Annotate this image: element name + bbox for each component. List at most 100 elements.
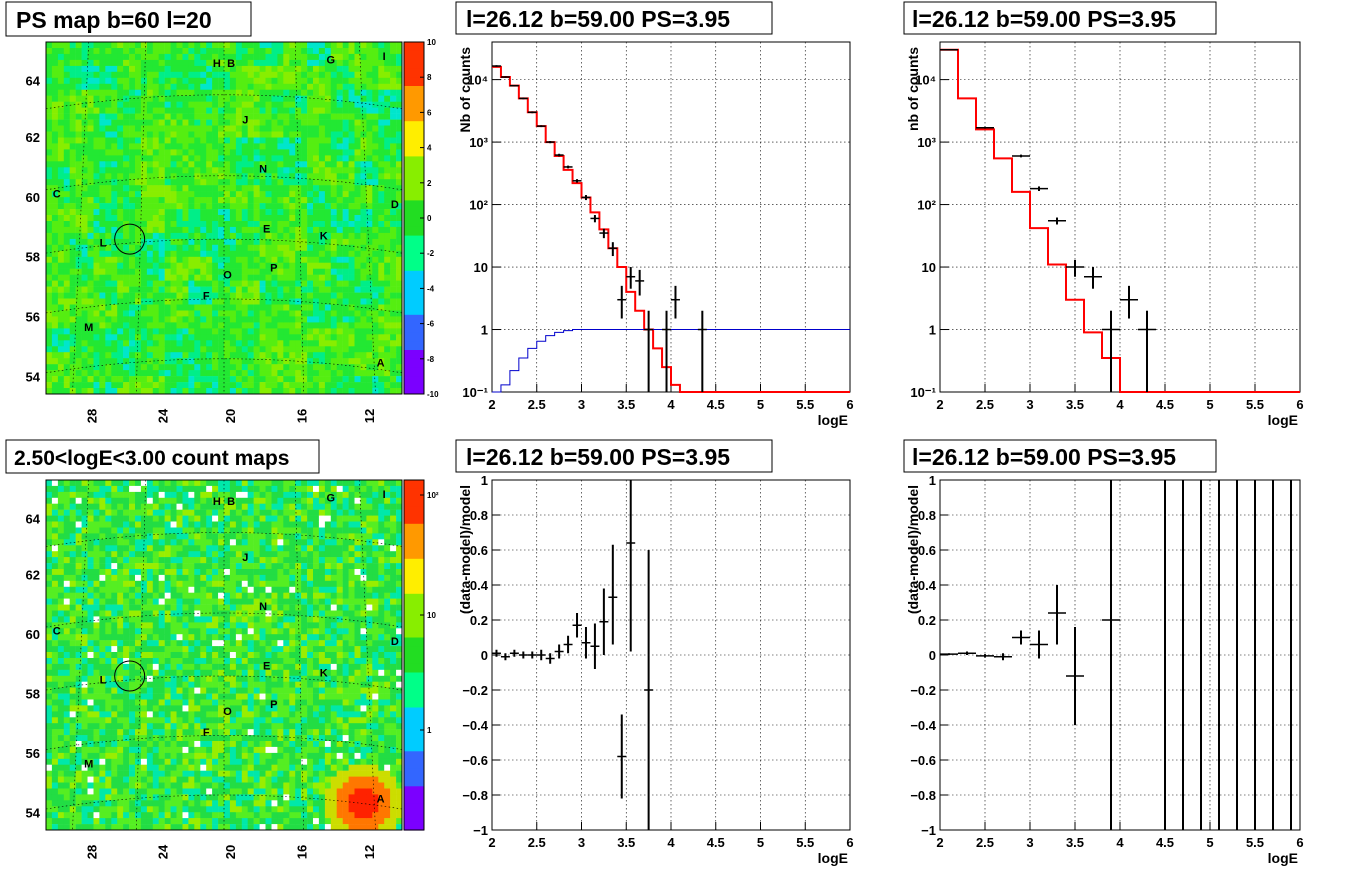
map-pixel <box>354 53 361 61</box>
map-pixel <box>330 203 338 210</box>
map-pixel <box>265 131 272 138</box>
map-pixel <box>218 226 225 234</box>
map-pixel <box>111 322 118 329</box>
map-pixel <box>366 167 373 174</box>
map-pixel <box>324 382 332 389</box>
map-pixel <box>111 509 118 516</box>
map-pixel <box>63 388 71 395</box>
map-pixel <box>182 197 189 204</box>
map-pixel <box>164 358 171 365</box>
map-pixel <box>194 268 201 275</box>
map-pixel <box>390 131 397 138</box>
map-pixel <box>164 346 171 353</box>
map-pixel <box>158 101 165 108</box>
map-pixel <box>46 723 53 730</box>
map-pixel <box>69 616 76 623</box>
map-pixel <box>164 370 171 377</box>
map-pixel <box>342 352 349 359</box>
map-pixel <box>87 604 94 611</box>
map-pixel <box>396 274 403 281</box>
map-pixel <box>75 491 82 499</box>
map-pixel <box>360 185 367 192</box>
map-pixel <box>164 818 171 825</box>
map-pixel <box>57 794 65 801</box>
map-pixel <box>336 161 343 168</box>
map-pixel <box>158 604 165 611</box>
map-pixel <box>212 83 219 91</box>
map-pixel <box>164 155 171 162</box>
map-pixel <box>105 256 112 264</box>
map-pixel <box>396 155 403 162</box>
map-pixel <box>289 268 296 275</box>
map-pixel <box>81 527 88 534</box>
map-pixel <box>247 286 254 293</box>
map-pixel <box>271 77 278 85</box>
map-pixel <box>46 376 53 383</box>
map-pixel <box>324 238 332 246</box>
map-pixel <box>164 770 171 777</box>
map-pixel <box>57 503 65 510</box>
map-pixel <box>105 370 112 377</box>
map-pixel <box>111 812 118 819</box>
map-pixel <box>295 232 302 240</box>
map-pixel <box>372 382 379 389</box>
map-pixel <box>87 364 94 371</box>
map-pixel <box>360 382 367 389</box>
map-pixel <box>384 59 391 67</box>
map-pixel <box>87 382 94 389</box>
map-pixel <box>129 610 136 617</box>
map-pixel <box>194 262 201 269</box>
map-pixel <box>265 286 272 293</box>
map-pixel <box>51 131 59 138</box>
map-pixel <box>69 622 76 629</box>
map-pixel <box>140 370 148 377</box>
map-pixel <box>229 77 237 85</box>
map-pixel <box>51 209 59 216</box>
map-pixel <box>396 221 403 228</box>
map-pixel <box>51 598 59 605</box>
map-pixel <box>348 173 355 180</box>
map-pixel <box>170 604 177 611</box>
map-pixel <box>87 149 94 156</box>
map-pixel <box>87 729 94 736</box>
map-pixel <box>360 191 367 198</box>
map-pixel <box>247 244 254 252</box>
map-pixel <box>158 729 165 736</box>
map-pixel <box>289 292 296 299</box>
map-pixel <box>111 352 118 359</box>
map-pixel <box>111 776 118 783</box>
map-pixel <box>93 533 100 540</box>
map-pixel <box>366 95 373 102</box>
map-pixel <box>324 304 332 311</box>
map-pixel <box>289 298 296 305</box>
map-pixel <box>51 173 59 180</box>
map-pixel <box>69 557 76 564</box>
map-pixel <box>200 101 207 108</box>
map-pixel <box>218 185 225 192</box>
map-pixel <box>87 388 94 395</box>
map-pixel <box>135 705 142 712</box>
map-pixel <box>123 586 130 594</box>
map-pixel <box>289 203 296 210</box>
map-pixel <box>81 735 88 742</box>
map-pixel <box>140 788 148 795</box>
map-pixel <box>295 238 302 246</box>
map-pixel <box>69 215 76 222</box>
map-pixel <box>111 358 118 365</box>
map-pixel <box>63 226 71 234</box>
map-pixel <box>152 113 160 120</box>
map-pixel <box>87 185 94 192</box>
map-pixel <box>123 83 130 91</box>
map-pixel <box>135 42 142 49</box>
map-pixel <box>176 226 183 234</box>
map-pixel <box>336 226 343 234</box>
map-pixel <box>330 340 338 347</box>
map-pixel <box>390 89 397 96</box>
map-pixel <box>99 658 106 665</box>
map-pixel <box>206 334 213 341</box>
color-scale-label: 6 <box>427 108 432 117</box>
map-pixel <box>123 262 130 269</box>
map-pixel <box>241 203 249 210</box>
map-pixel <box>57 77 65 85</box>
map-pixel <box>87 693 94 700</box>
